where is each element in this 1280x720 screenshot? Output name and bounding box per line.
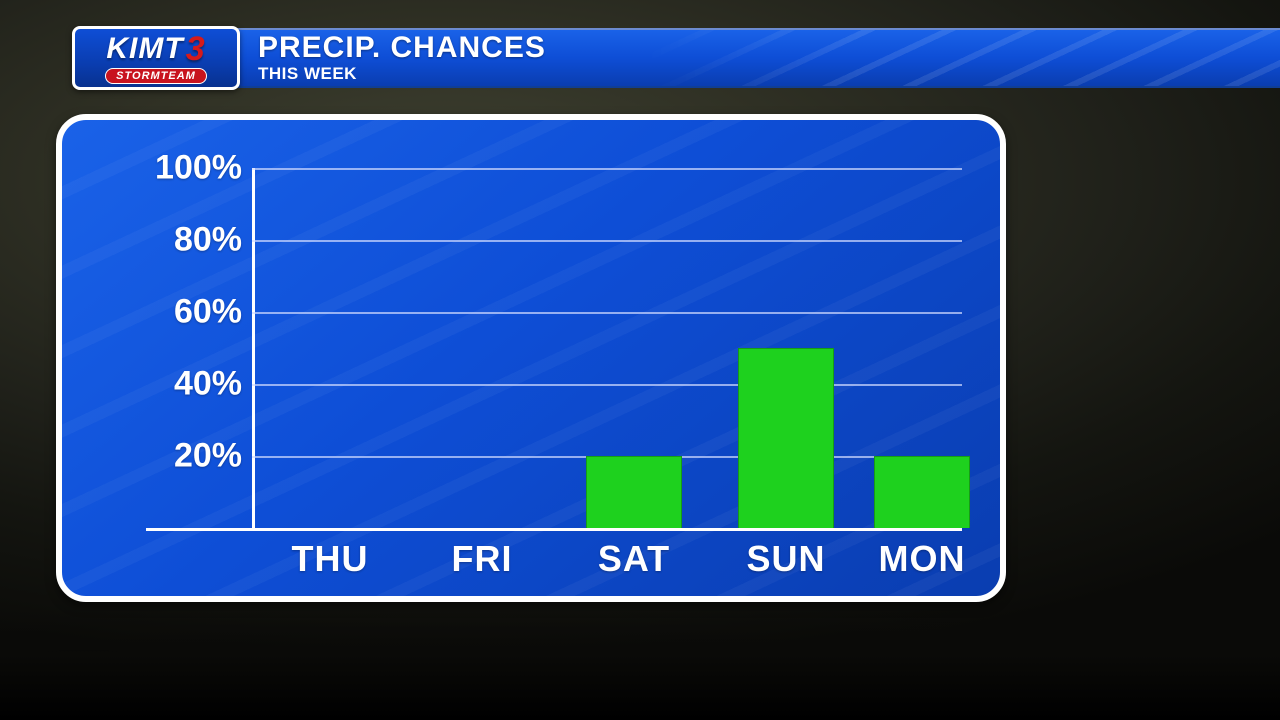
y-tick-label: 80% [62, 221, 242, 260]
x-category-label: THU [260, 538, 400, 580]
x-axis [146, 528, 962, 531]
y-tick-label: 100% [62, 149, 242, 188]
logo-text: KIMT [106, 34, 183, 64]
grid-line [252, 384, 962, 386]
bar [738, 348, 834, 528]
bar [586, 456, 682, 528]
grid-line [252, 312, 962, 314]
logo-subbrand: STORMTEAM [105, 68, 207, 84]
x-category-label: SUN [716, 538, 856, 580]
bar-rect [586, 456, 682, 528]
x-category-label: FRI [412, 538, 552, 580]
y-axis [252, 168, 255, 528]
title-bar: PRECIP. CHANCES THIS WEEK [232, 28, 1280, 88]
title-banner: KIMT3 STORMTEAM PRECIP. CHANCES THIS WEE… [72, 26, 1280, 90]
x-category-label: SAT [564, 538, 704, 580]
bar-rect [738, 348, 834, 528]
chart-panel: 20% 40% 60% 80% 100% THU FRI SAT SUNMON [56, 114, 1006, 602]
precip-bar-chart: 20% 40% 60% 80% 100% THU FRI SAT SUNMON [62, 120, 1000, 596]
bar-rect [874, 456, 970, 528]
y-tick-label: 60% [62, 293, 242, 332]
graphic-subtitle: THIS WEEK [258, 65, 1280, 84]
logo-call-letters: KIMT3 [106, 32, 205, 66]
graphic-title: PRECIP. CHANCES [258, 33, 1280, 63]
x-category-label: MON [852, 538, 992, 580]
station-logo: KIMT3 STORMTEAM [72, 26, 240, 90]
bar [874, 456, 970, 528]
grid-line [252, 240, 962, 242]
y-tick-label: 40% [62, 365, 242, 404]
grid-line [252, 168, 962, 170]
logo-channel-number: 3 [186, 32, 206, 66]
y-tick-label: 20% [62, 437, 242, 476]
